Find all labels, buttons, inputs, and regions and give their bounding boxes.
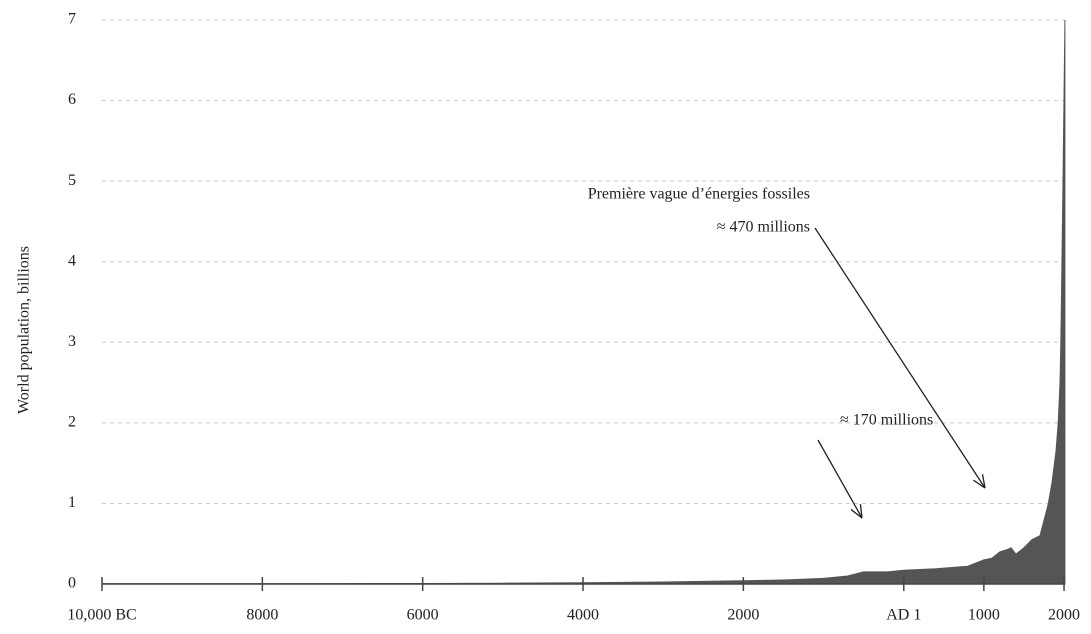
annotation: ≈ 170 millions (840, 412, 933, 429)
x-tick-label: 10,000 BC (67, 607, 136, 624)
y-tick-label: 7 (68, 11, 76, 28)
x-tick-label: AD 1 (886, 607, 921, 624)
x-tick-label: 8000 (246, 607, 278, 624)
arrow-head (859, 504, 863, 519)
y-tick-label: 3 (68, 333, 76, 350)
x-tick-label: 2000 (727, 607, 759, 624)
x-tick-label: 6000 (407, 607, 439, 624)
y-tick-label: 0 (68, 575, 76, 592)
arrow-head (981, 474, 986, 489)
y-tick-label: 6 (68, 91, 76, 108)
y-tick-label: 1 (68, 494, 76, 511)
y-tick-label: 4 (68, 252, 76, 269)
x-tick-label: 2000 (1048, 607, 1080, 624)
annotation: ≈ 470 millions (717, 219, 810, 236)
area (101, 19, 1066, 585)
annotation: Première vague d’énergies fossiles (588, 186, 810, 203)
y-axis-label: World population, billions (16, 246, 33, 414)
arrow (814, 227, 986, 489)
arrow-head (850, 508, 863, 519)
x-tick-label: 1000 (968, 607, 1000, 624)
x-tick-label: 4000 (567, 607, 599, 624)
y-tick-label: 2 (68, 414, 76, 431)
y-tick-label: 5 (68, 172, 76, 189)
arrow-head (973, 479, 986, 489)
arrow (817, 439, 863, 519)
